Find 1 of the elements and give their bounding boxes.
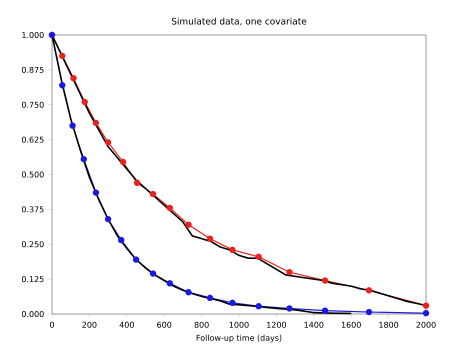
- chart-title: Simulated data, one covariate: [172, 18, 306, 26]
